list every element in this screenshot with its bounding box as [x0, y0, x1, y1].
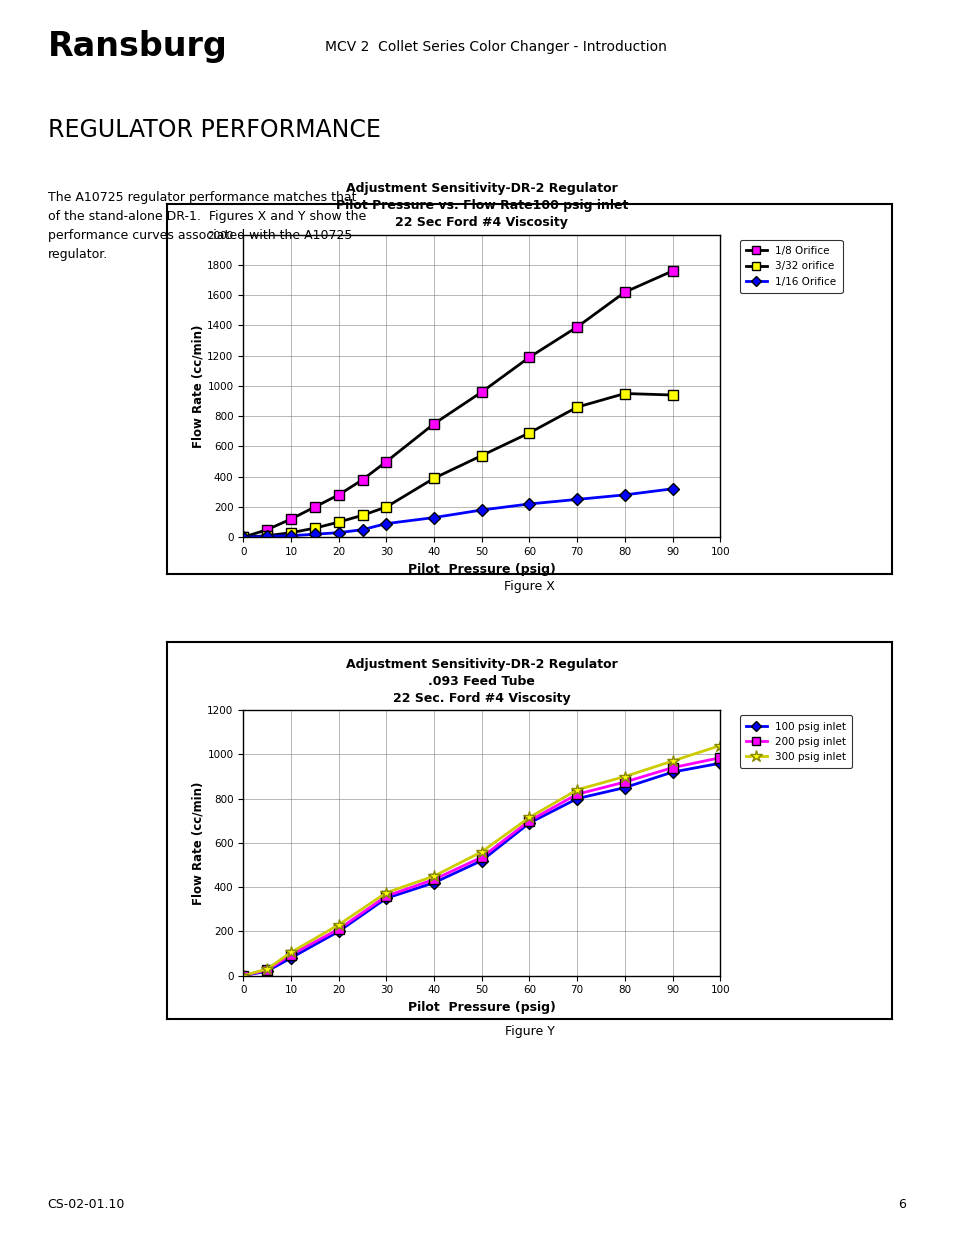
Text: 6: 6: [898, 1198, 905, 1210]
Text: Figure Y: Figure Y: [504, 1025, 554, 1039]
Text: Figure X: Figure X: [503, 580, 555, 594]
Title: Adjustment Sensitivity-DR-2 Regulator
.093 Feed Tube
22 Sec. Ford #4 Viscosity: Adjustment Sensitivity-DR-2 Regulator .0…: [346, 658, 617, 705]
Text: MCV 2  Collet Series Color Changer - Introduction: MCV 2 Collet Series Color Changer - Intr…: [325, 40, 666, 54]
Text: REGULATOR PERFORMANCE: REGULATOR PERFORMANCE: [48, 117, 380, 142]
Y-axis label: Flow Rate (cc/min): Flow Rate (cc/min): [192, 325, 204, 447]
X-axis label: Pilot  Pressure (psig): Pilot Pressure (psig): [407, 562, 556, 576]
Legend: 1/8 Orifice, 3/32 orifice, 1/16 Orifice: 1/8 Orifice, 3/32 orifice, 1/16 Orifice: [739, 240, 841, 293]
Text: CS-02-01.10: CS-02-01.10: [48, 1198, 125, 1210]
Text: The A10725 regulator performance matches that
of the stand-alone DR-1.  Figures : The A10725 regulator performance matches…: [48, 191, 366, 262]
Text: Ransburg: Ransburg: [48, 31, 227, 63]
X-axis label: Pilot  Pressure (psig): Pilot Pressure (psig): [407, 1000, 556, 1014]
Y-axis label: Flow Rate (cc/min): Flow Rate (cc/min): [192, 782, 204, 904]
Legend: 100 psig inlet, 200 psig inlet, 300 psig inlet: 100 psig inlet, 200 psig inlet, 300 psig…: [739, 715, 852, 768]
Title: Adjustment Sensitivity-DR-2 Regulator
Pilot Pressure vs. Flow Rate100 psig inlet: Adjustment Sensitivity-DR-2 Regulator Pi…: [335, 183, 627, 230]
